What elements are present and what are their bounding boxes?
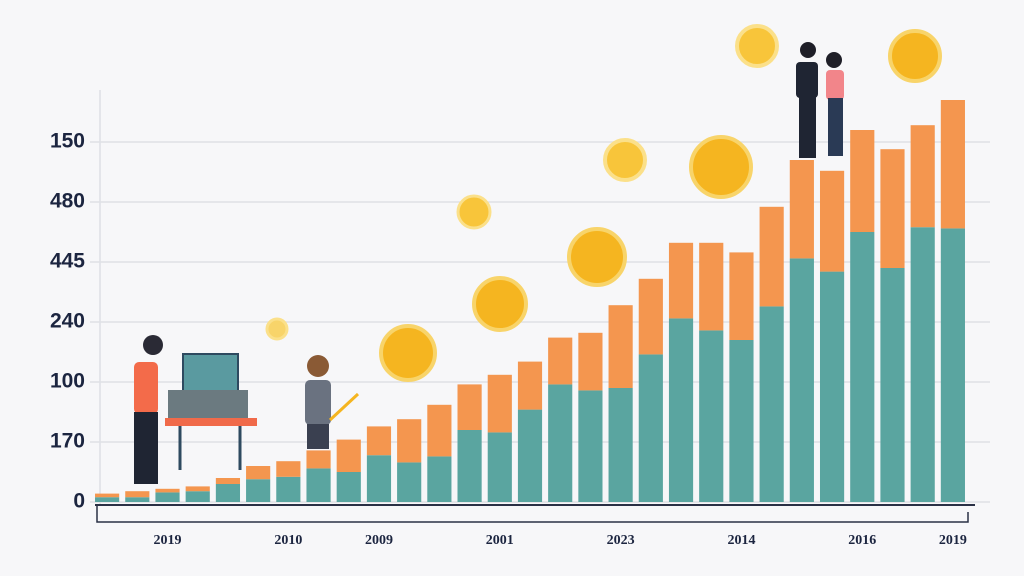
x-tick-label: 2023 (607, 533, 635, 548)
bar-segment (940, 100, 965, 229)
x-axis-bracket (96, 505, 969, 523)
bar-segment (246, 479, 271, 502)
bar-segment (819, 170, 845, 272)
bar-segment (366, 426, 392, 456)
y-tick-label: 0 (73, 490, 85, 513)
coin (472, 276, 528, 332)
x-tick-label: 2010 (274, 533, 302, 548)
bar-segment (185, 491, 210, 502)
bar-segment (789, 160, 814, 259)
bars (95, 100, 965, 502)
bar-segment (215, 478, 241, 484)
bar-segment (457, 430, 482, 502)
y-tick-label: 445 (50, 250, 85, 273)
bar-segment (336, 472, 361, 502)
bar-segment (608, 305, 633, 388)
coin (456, 194, 492, 230)
bar-segment (276, 461, 301, 477)
bar-segment (910, 125, 935, 228)
bar-segment (940, 228, 965, 502)
desk (165, 353, 257, 470)
bar-segment (95, 497, 120, 502)
coin (567, 227, 627, 287)
x-tick-label: 2014 (727, 533, 755, 548)
y-tick-label: 480 (50, 190, 85, 213)
bar-segment (638, 278, 663, 355)
x-tick-label: 2001 (486, 533, 514, 548)
bar-segment (185, 486, 210, 492)
bar-segment (699, 242, 724, 331)
bar-segment (95, 493, 120, 498)
bar-segment (850, 130, 875, 232)
bar-segment (548, 337, 573, 385)
person (134, 335, 163, 484)
bar-segment (155, 488, 180, 493)
couple (796, 42, 844, 158)
coin (735, 24, 779, 68)
bar-segment (487, 432, 512, 502)
y-tick-label: 150 (50, 130, 85, 153)
bar-segment (910, 227, 935, 502)
bar-segment (517, 409, 543, 502)
bar-segment (306, 468, 331, 502)
bar-segment (366, 455, 392, 502)
bar-segment (789, 258, 814, 502)
x-tick-label: 2016 (848, 533, 876, 548)
x-tick-label: 2019 (939, 533, 967, 548)
person (305, 355, 360, 449)
bar-segment (699, 330, 724, 502)
illustrations (134, 24, 942, 484)
coin (689, 135, 753, 199)
y-tick-label: 100 (50, 370, 85, 393)
coin (379, 324, 437, 382)
bar-segment (578, 390, 603, 502)
bar-segment (638, 354, 663, 502)
bar-segment (850, 232, 875, 502)
coin (265, 317, 289, 341)
bar-segment (880, 149, 905, 268)
bar-segment (880, 268, 905, 502)
y-tick-label: 170 (50, 430, 85, 453)
bar-segment (215, 484, 241, 502)
bar-segment (246, 466, 271, 480)
bar-segment (487, 374, 512, 433)
bar-segment (729, 340, 754, 502)
bar-segment (819, 271, 845, 502)
x-tick-label: 2019 (154, 533, 182, 548)
bar-segment (336, 439, 361, 472)
y-tick-label: 240 (50, 310, 85, 333)
bar-segment (306, 450, 331, 469)
bar-segment (578, 332, 603, 391)
bar-segment (397, 419, 422, 463)
bar-segment (457, 384, 482, 430)
bar-segment (759, 206, 784, 307)
bar-segment (517, 361, 543, 410)
bar-segment (427, 456, 452, 502)
coin (888, 29, 942, 83)
bar-segment (125, 491, 150, 498)
bar-segment (668, 318, 694, 502)
bar-segment (608, 388, 633, 502)
bar-segment (397, 462, 422, 502)
bar-segment (729, 252, 754, 340)
bar-segment (125, 497, 150, 502)
bar-segment (668, 242, 694, 319)
bar-segment (427, 404, 452, 457)
bar-segment (548, 384, 573, 502)
bar-segment (276, 476, 301, 502)
bar-segment (759, 306, 784, 502)
x-tick-label: 2009 (365, 533, 393, 548)
coin (603, 138, 647, 182)
bar-segment (155, 492, 180, 502)
